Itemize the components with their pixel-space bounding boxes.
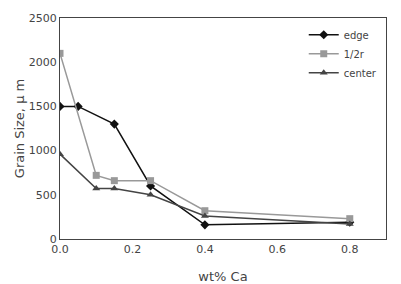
svg-text:0.2: 0.2 <box>124 243 142 256</box>
svg-text:0: 0 <box>50 233 57 246</box>
svg-text:500: 500 <box>36 189 57 202</box>
svg-text:0.4: 0.4 <box>196 243 214 256</box>
svg-text:1/2r: 1/2r <box>344 49 365 60</box>
svg-text:center: center <box>344 68 377 79</box>
svg-text:Grain Size, μ m: Grain Size, μ m <box>12 79 27 178</box>
svg-text:1000: 1000 <box>29 144 57 157</box>
svg-text:0.6: 0.6 <box>269 243 287 256</box>
svg-text:2000: 2000 <box>29 56 57 69</box>
svg-text:0.8: 0.8 <box>341 243 359 256</box>
svg-text:edge: edge <box>344 30 369 41</box>
svg-text:2500: 2500 <box>29 12 57 25</box>
svg-text:0.0: 0.0 <box>51 243 69 256</box>
svg-text:1500: 1500 <box>29 100 57 113</box>
svg-text:wt% Ca: wt% Ca <box>198 269 247 284</box>
